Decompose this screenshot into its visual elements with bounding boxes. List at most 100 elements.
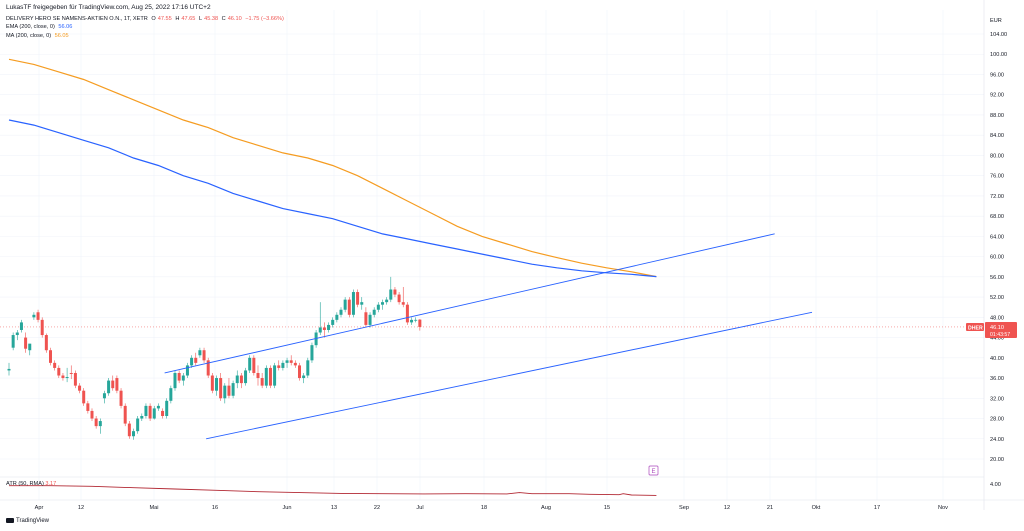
atr-legend-row[interactable]: ATR (50, RMA) 3.17 <box>6 481 56 487</box>
candle-body <box>227 385 231 396</box>
ema-legend-row[interactable]: EMA (200, close, 0) 56.06 <box>6 23 286 31</box>
ticker-badge-text: DHER <box>968 326 983 332</box>
x-tick-label: Aug <box>541 505 551 511</box>
candle-body <box>339 309 343 315</box>
candle-body <box>306 360 310 376</box>
candle-body <box>347 299 351 315</box>
candle-body <box>7 368 11 371</box>
candle-body <box>405 304 409 323</box>
candle-body <box>90 410 94 419</box>
candle-body <box>235 375 239 384</box>
y-tick-label: 76.00 <box>990 174 1004 180</box>
x-tick-label: 12 <box>78 505 84 511</box>
candle-body <box>285 360 289 363</box>
ma-value: 56.05 <box>54 32 69 39</box>
x-tick-label: 12 <box>724 505 730 511</box>
low-label: L <box>198 16 203 22</box>
candle-body <box>273 365 277 386</box>
candle-body <box>169 388 173 401</box>
candle-body <box>239 375 243 384</box>
candle-body <box>401 302 405 305</box>
earnings-event-marker[interactable]: E <box>648 465 659 476</box>
candle-body <box>277 365 281 368</box>
x-tick-label: Okt <box>812 505 821 511</box>
candle-body <box>82 390 86 404</box>
candle-body <box>223 385 227 399</box>
chart-legend: DELIVERY HERO SE NAMENS-AKTIEN O.N., 1T,… <box>6 15 286 40</box>
candle-body <box>165 400 169 416</box>
time-axis[interactable]: Apr 12 Mai 16 Jun 13 22 Jul 18 Aug 15 Sep 12 21 Okt 17 N… <box>35 505 949 511</box>
candle-body <box>132 431 135 437</box>
upper-trendline[interactable] <box>164 233 775 374</box>
y-tick-label: 92.00 <box>990 93 1004 99</box>
tradingview-brand[interactable]: TradingView <box>6 518 49 524</box>
ma-legend-row[interactable]: MA (200, close, 0) 56.05 <box>6 32 286 40</box>
candle-body <box>78 385 82 391</box>
candle-body <box>28 343 32 351</box>
candle-body <box>144 405 148 416</box>
tradingview-logo-icon <box>6 518 14 523</box>
last-price-value: 46.10 <box>990 325 1004 331</box>
candle-body <box>140 415 144 419</box>
candle-body <box>194 357 198 363</box>
close-label: C <box>221 16 226 22</box>
candle-body <box>107 380 111 394</box>
candle-body <box>94 418 98 427</box>
y-tick-label: 96.00 <box>990 72 1004 78</box>
bar-countdown: 01:43:57 <box>990 332 1010 338</box>
candle-body <box>24 337 28 349</box>
candle-body <box>231 383 235 396</box>
close-value: 46.10 <box>227 16 242 22</box>
candle-body <box>11 335 15 348</box>
candle-body <box>102 393 106 399</box>
candle-body <box>393 289 397 295</box>
candle-body <box>69 372 73 374</box>
candle-body <box>86 403 90 411</box>
candle-body <box>368 314 372 325</box>
y-tick-label: 84.00 <box>990 133 1004 139</box>
candle-body <box>36 312 40 320</box>
candle-body <box>260 378 264 386</box>
candle-body <box>73 372 77 386</box>
candle-body <box>111 380 115 389</box>
open-value: 47.55 <box>157 16 172 22</box>
open-label: O <box>151 16 156 22</box>
price-axis[interactable]: 104.00 100.00 96.00 92.00 88.00 84.00 80.00 76.… <box>990 32 1007 463</box>
x-tick-label: 13 <box>331 505 337 511</box>
candle-body <box>343 299 347 310</box>
x-tick-label: 16 <box>212 505 218 511</box>
candle-body <box>177 372 181 381</box>
candle-body <box>360 302 364 305</box>
candle-body <box>356 292 360 305</box>
price-badge: DHER 46.10 01:43:57 <box>966 322 1017 338</box>
ema-label: EMA (200, close, 0) <box>6 24 55 31</box>
x-tick-label: Jul <box>416 505 423 511</box>
y-tick-label: 52.00 <box>990 295 1004 301</box>
lower-trendline[interactable] <box>206 311 813 440</box>
y-tick-label: 104.00 <box>990 32 1007 38</box>
candle-body <box>206 360 210 376</box>
candle-body <box>202 350 206 361</box>
y-tick-label: 56.00 <box>990 275 1004 281</box>
candle-body <box>152 408 156 419</box>
x-tick-label: 18 <box>481 505 487 511</box>
atr-value: 3.17 <box>45 481 57 487</box>
candle-body <box>281 362 285 368</box>
atr-line <box>9 485 657 496</box>
atr-label: ATR (50, RMA) <box>6 481 44 487</box>
symbol-legend-row[interactable]: DELIVERY HERO SE NAMENS-AKTIEN O.N., 1T,… <box>6 15 286 23</box>
candle-body <box>310 345 314 361</box>
candle-body <box>219 378 223 399</box>
candle-body <box>136 418 140 432</box>
horizontal-grid <box>0 33 984 460</box>
candle-body <box>156 405 160 409</box>
y-tick-label: 24.00 <box>990 437 1004 443</box>
y-tick-label: 44.00 <box>990 336 1004 342</box>
candle-body <box>410 319 414 323</box>
candle-body <box>381 302 384 305</box>
symbol-name: DELIVERY HERO SE NAMENS-AKTIEN O.N., 1T,… <box>6 16 148 22</box>
ma200-line <box>8 58 657 278</box>
x-tick-label: Sep <box>679 505 689 511</box>
